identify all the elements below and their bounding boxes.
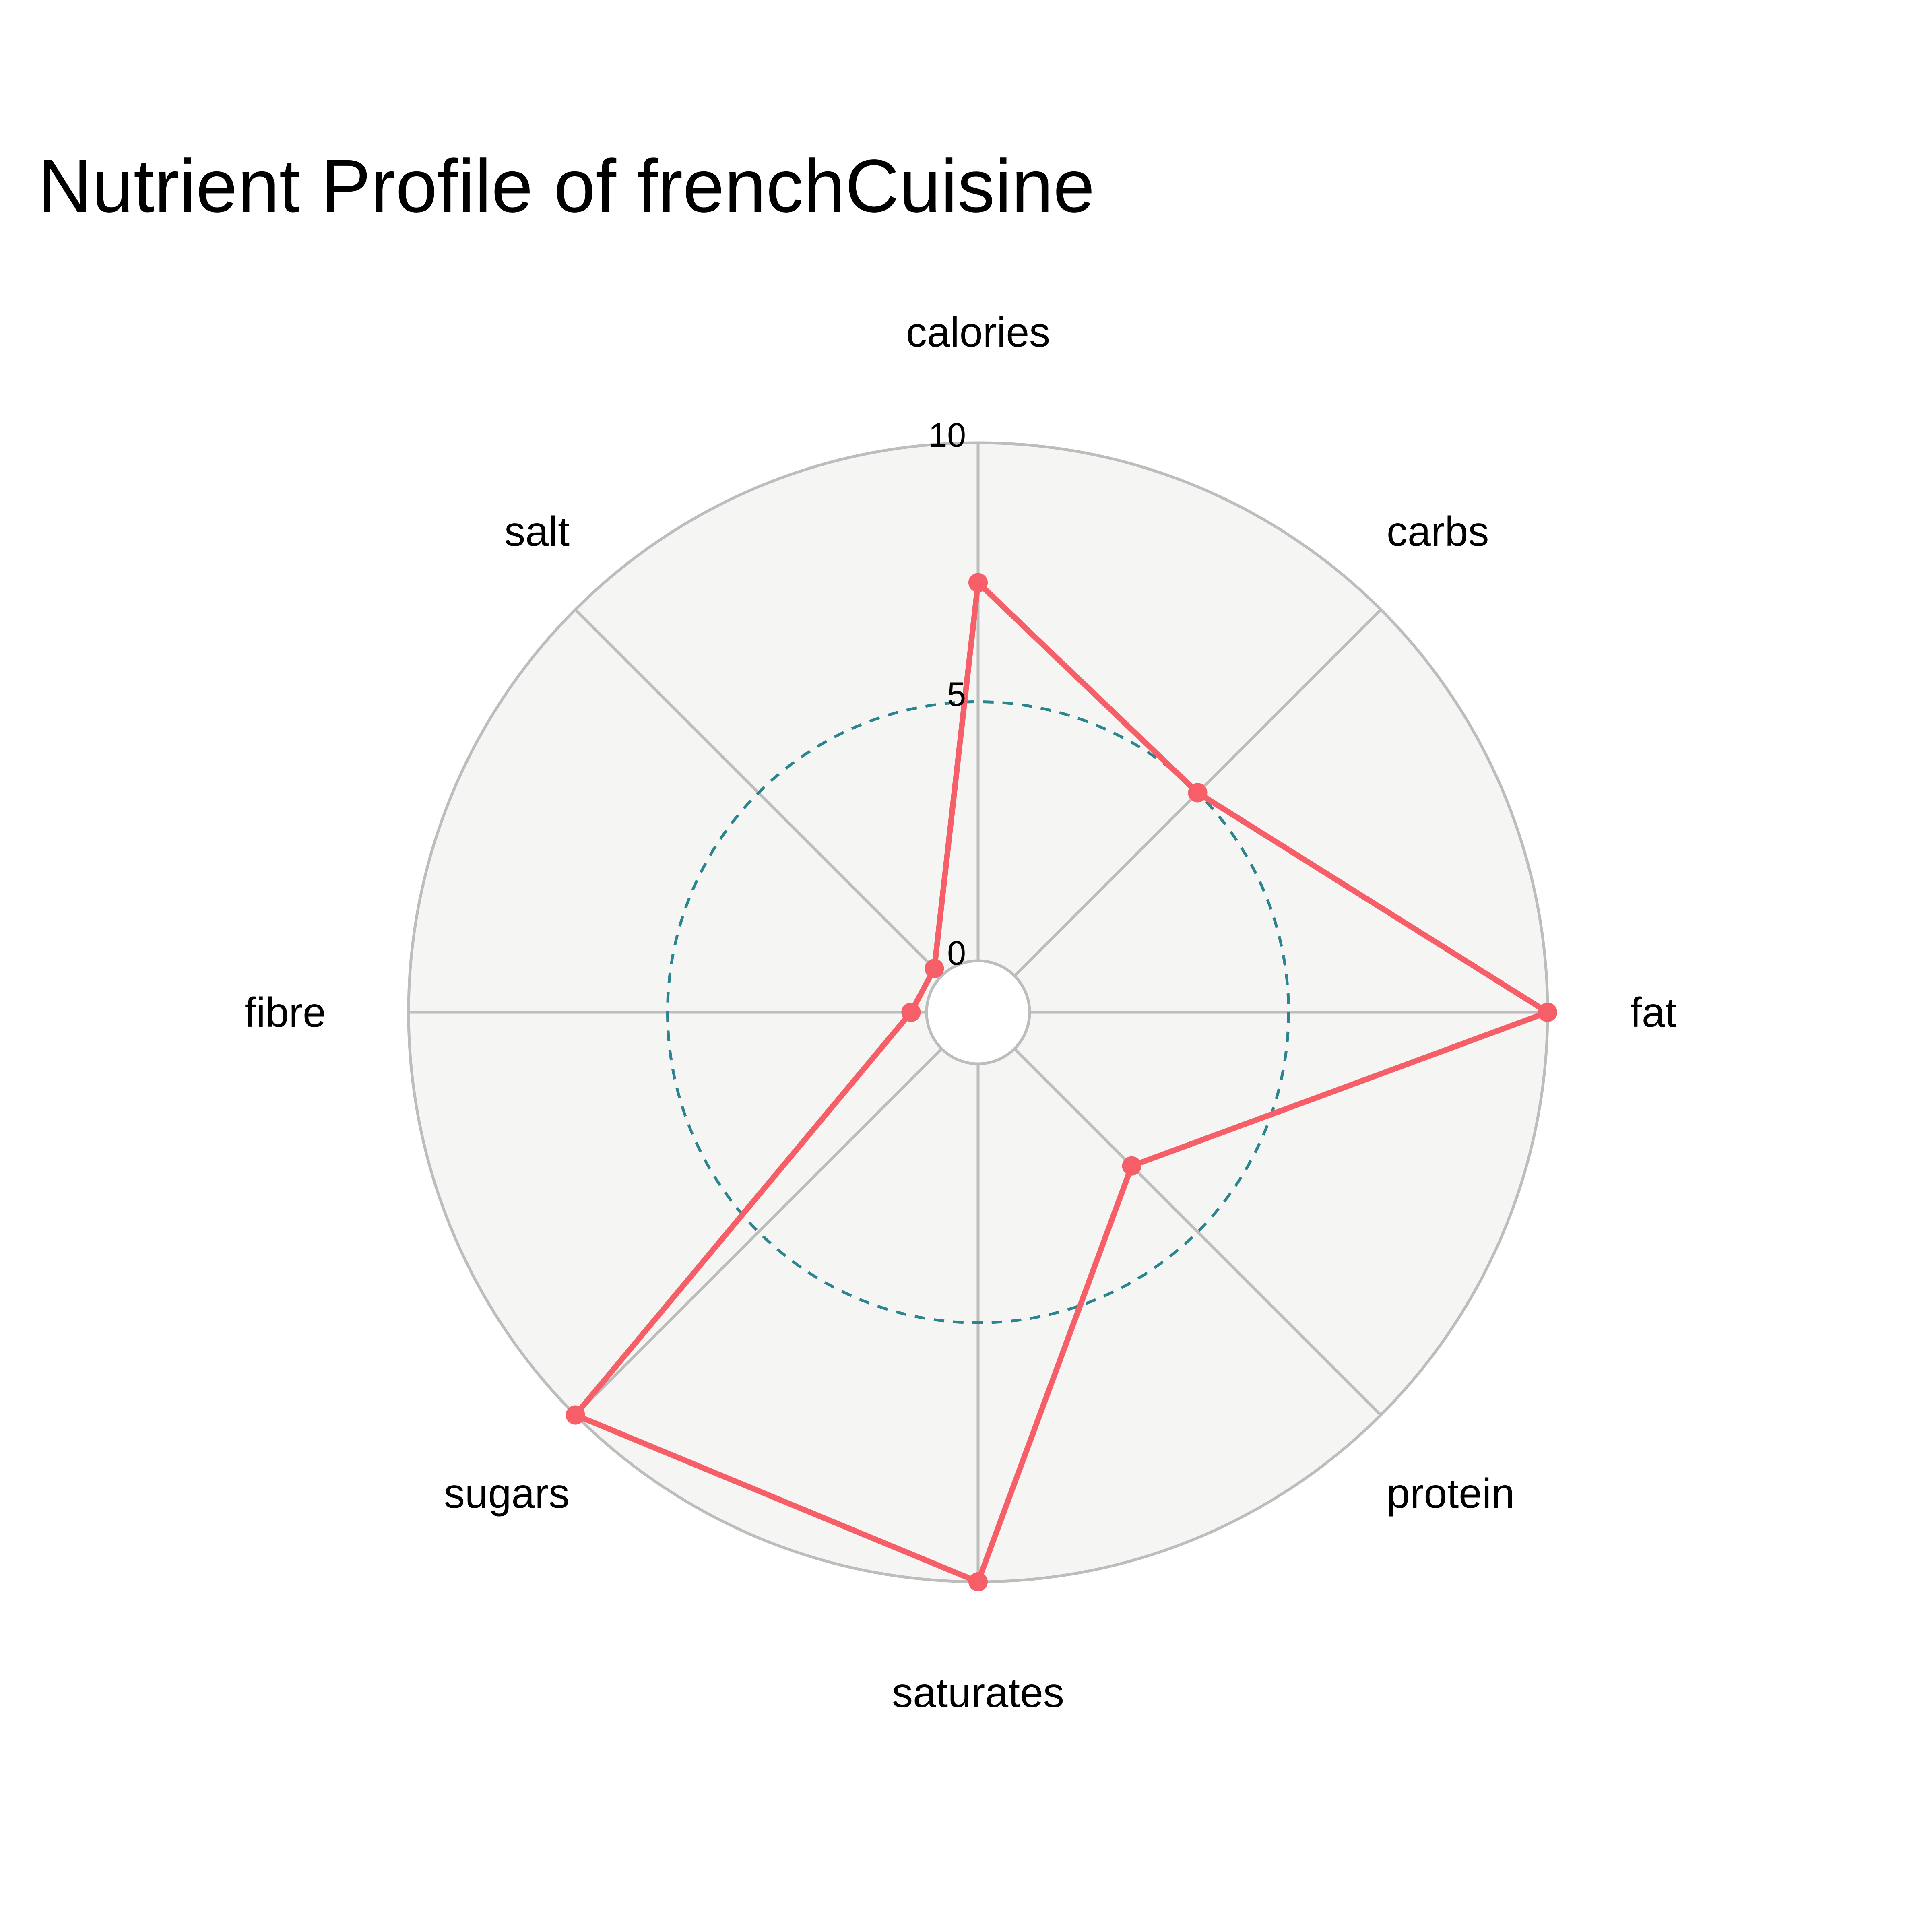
- data-point-salt: [925, 959, 944, 978]
- series: [566, 573, 1557, 1591]
- data-point-protein: [1122, 1156, 1141, 1176]
- data-point-carbs: [1188, 783, 1208, 803]
- data-point-sugars: [566, 1405, 585, 1425]
- category-label-sugars: sugars: [444, 1470, 570, 1517]
- spoke-sugars: [574, 1048, 943, 1416]
- inner-ring: [925, 959, 1031, 1065]
- data-point-fibre: [901, 1003, 921, 1022]
- category-label-fat: fat: [1630, 989, 1677, 1036]
- data-point-calories: [968, 573, 988, 592]
- chart-title: Nutrient Profile of frenchCuisine: [38, 144, 1095, 228]
- category-label-salt: salt: [504, 508, 570, 555]
- category-label-carbs: carbs: [1387, 508, 1489, 555]
- radial-tick-label: 5: [947, 675, 966, 713]
- category-label-fibre: fibre: [245, 989, 326, 1036]
- category-label-calories: calories: [906, 309, 1050, 356]
- category-label-saturates: saturates: [892, 1670, 1064, 1716]
- radial-tick-label: 0: [947, 934, 966, 972]
- reference-ring: [666, 700, 1290, 1324]
- data-point-saturates: [968, 1572, 988, 1591]
- labels: 0 5 10 calories carbs fat protein saturates suga…: [245, 309, 1677, 1716]
- radial-tick-label: 10: [929, 416, 966, 454]
- inner-hole: [927, 961, 1030, 1064]
- category-label-protein: protein: [1387, 1470, 1515, 1517]
- data-point-fat: [1538, 1003, 1557, 1022]
- spoke-protein: [1013, 1048, 1382, 1416]
